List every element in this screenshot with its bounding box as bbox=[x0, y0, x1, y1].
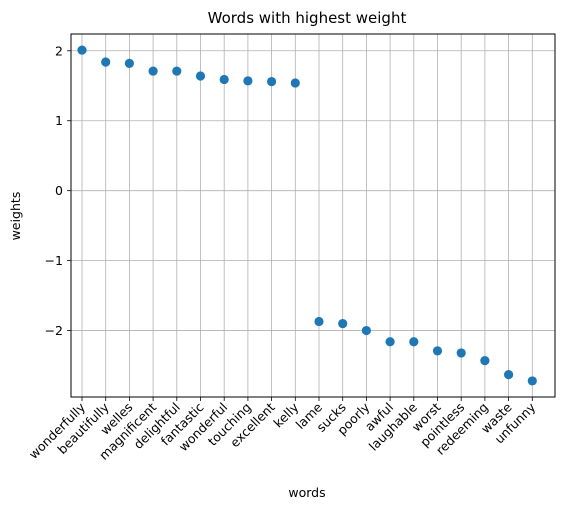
data-point bbox=[456, 348, 466, 358]
data-point bbox=[480, 356, 490, 366]
data-point bbox=[101, 57, 111, 67]
y-tick-label: 1 bbox=[55, 113, 63, 128]
data-point bbox=[290, 78, 300, 88]
data-point bbox=[504, 370, 514, 380]
data-point bbox=[124, 58, 134, 68]
data-point bbox=[219, 74, 229, 85]
x-axis-label: words bbox=[288, 485, 325, 500]
data-point bbox=[338, 318, 348, 329]
data-point bbox=[267, 76, 277, 87]
data-point bbox=[77, 45, 87, 55]
data-points bbox=[77, 45, 537, 386]
plot-frame bbox=[70, 33, 556, 398]
y-tick-label: 0 bbox=[55, 183, 63, 198]
grid-lines bbox=[71, 34, 555, 397]
y-tick-label: 2 bbox=[55, 43, 63, 58]
chart-title: Words with highest weight bbox=[208, 9, 407, 27]
data-point bbox=[148, 66, 158, 76]
y-tick-label: −2 bbox=[45, 323, 63, 338]
data-point bbox=[195, 71, 206, 81]
data-point bbox=[243, 76, 253, 86]
y-tick-label: −1 bbox=[45, 253, 63, 268]
data-point bbox=[432, 346, 443, 356]
data-point bbox=[314, 316, 324, 327]
data-point bbox=[172, 66, 182, 76]
data-point bbox=[527, 376, 537, 386]
y-axis-label: weights bbox=[8, 192, 23, 241]
data-point bbox=[361, 325, 371, 336]
data-point bbox=[409, 337, 419, 347]
data-point bbox=[385, 337, 395, 347]
